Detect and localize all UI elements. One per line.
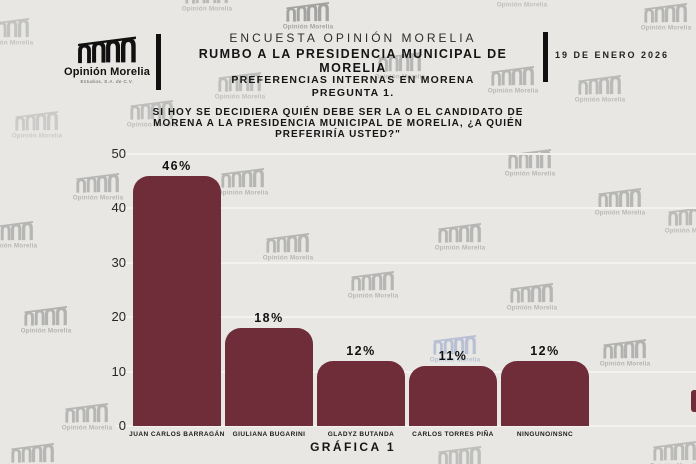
brand-tagline: Estudios, S.A. de C.V. bbox=[80, 79, 134, 84]
category-label: GIULIANA BUGARINI bbox=[232, 431, 306, 438]
subtitle-line1: PREFERENCIAS INTERNAS EN MORENA bbox=[231, 74, 475, 86]
survey-date: 19 DE ENERO 2026 bbox=[554, 50, 670, 60]
brand-logo: Opinión Morelia Estudios, S.A. de C.V. bbox=[52, 36, 162, 84]
y-axis-tick-label: 10 bbox=[111, 363, 126, 379]
bar-5 bbox=[501, 360, 589, 426]
left-divider-bar bbox=[156, 34, 161, 90]
y-axis-tick-label: 50 bbox=[111, 146, 126, 161]
arches-icon bbox=[77, 36, 137, 64]
bar-value-label: 12% bbox=[346, 343, 376, 358]
gridline bbox=[116, 316, 696, 319]
survey-title: ENCUESTA OPINIÓN MORELIA bbox=[229, 31, 477, 45]
category-label: CARLOS TORRES PIÑA bbox=[412, 431, 494, 438]
partial-bar-fragment bbox=[691, 390, 696, 412]
gridline bbox=[116, 153, 696, 155]
gridline bbox=[116, 370, 696, 373]
subtitle-line2: PREGUNTA 1. bbox=[311, 87, 395, 99]
y-axis-tick-label: 20 bbox=[111, 309, 126, 325]
survey-subject: RUMBO A LA PRESIDENCIA MUNICIPAL DE MORE… bbox=[198, 47, 508, 75]
bar-value-label: 46% bbox=[162, 158, 192, 173]
bar-2 bbox=[225, 328, 313, 426]
y-axis-tick-label: 0 bbox=[118, 418, 126, 433]
gridline bbox=[116, 207, 696, 210]
title-block: ENCUESTA OPINIÓN MORELIA RUMBO A LA PRES… bbox=[166, 31, 540, 75]
question-line1: SI HOY SE DECIDIERA QUIÉN DEBE SER LA O … bbox=[152, 107, 524, 118]
bar-3 bbox=[317, 360, 405, 426]
y-axis-tick-label: 30 bbox=[111, 254, 126, 270]
question-line3: PREFERIRÍA USTED?" bbox=[275, 129, 401, 140]
category-label: NINGUNO/NSNC bbox=[516, 431, 574, 438]
bar-value-label: 18% bbox=[254, 311, 284, 326]
gridline bbox=[116, 261, 696, 264]
survey-question: SI HOY SE DECIDIERA QUIÉN DEBE SER LA O … bbox=[96, 107, 580, 140]
bar-4 bbox=[409, 366, 497, 426]
question-line2: MORENA A LA PRESIDENCIA MUNICIPAL DE MOR… bbox=[153, 118, 523, 129]
bar-value-label: 12% bbox=[530, 343, 560, 358]
brand-name: Opinión Morelia bbox=[63, 66, 151, 78]
section-subtitle: PREFERENCIAS INTERNAS EN MORENA PREGUNTA… bbox=[166, 74, 540, 99]
bar-1 bbox=[133, 175, 221, 426]
gridline bbox=[116, 425, 696, 427]
category-label: GLADYZ BUTANDA bbox=[327, 431, 395, 438]
y-axis-tick-label: 40 bbox=[111, 200, 126, 216]
chart-caption: GRÁFICA 1 bbox=[310, 440, 396, 454]
category-label: JUAN CARLOS BARRAGÁN bbox=[129, 431, 225, 438]
right-divider-bar bbox=[543, 32, 548, 82]
